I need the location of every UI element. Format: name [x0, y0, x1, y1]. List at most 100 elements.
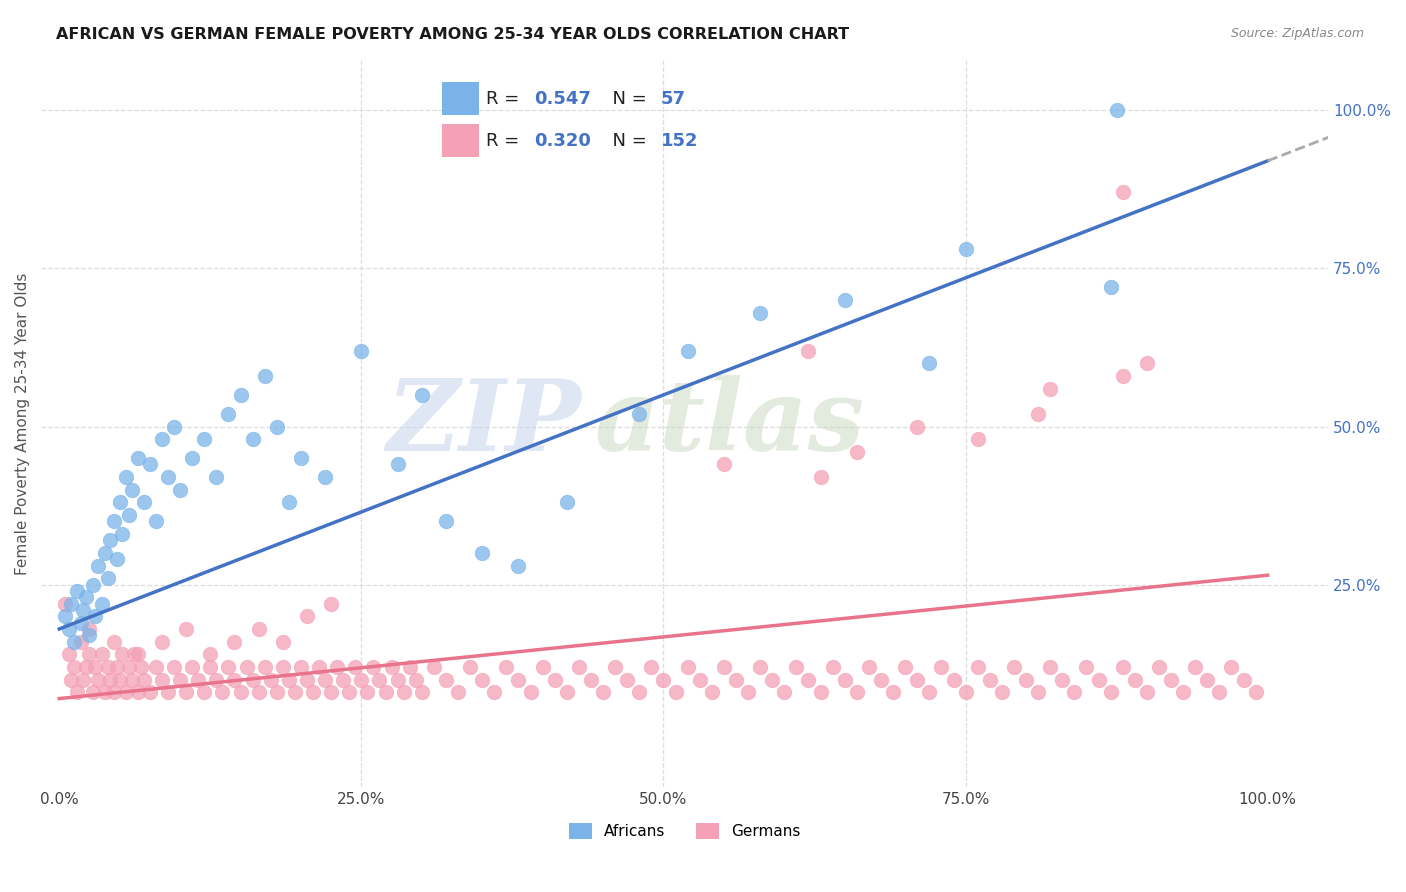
Text: atlas: atlas [595, 376, 865, 472]
Point [628, 407, 651, 421]
Point [689, 673, 711, 687]
Point [181, 451, 204, 466]
Point [749, 660, 772, 674]
Point [387, 458, 409, 472]
Point [75, 660, 97, 674]
Point [90, 597, 112, 611]
Point [332, 673, 354, 687]
Point [555, 685, 578, 699]
Point [411, 388, 433, 402]
Point [200, 660, 222, 674]
Point [229, 685, 252, 699]
Point [1136, 685, 1159, 699]
Point [508, 673, 530, 687]
Point [72, 673, 94, 687]
Point [98, 673, 121, 687]
Point [724, 673, 747, 687]
Point [242, 432, 264, 446]
Point [918, 685, 941, 699]
Point [150, 673, 173, 687]
Point [84, 660, 107, 674]
Point [139, 458, 162, 472]
Point [53, 597, 76, 611]
Point [326, 660, 349, 674]
Point [508, 558, 530, 573]
Point [905, 419, 928, 434]
Point [1015, 673, 1038, 687]
Point [1063, 685, 1085, 699]
Point [121, 673, 143, 687]
Point [94, 685, 117, 699]
Point [169, 483, 191, 497]
Point [103, 515, 125, 529]
Point [277, 673, 299, 687]
Point [531, 660, 554, 674]
Point [676, 343, 699, 358]
Point [942, 673, 965, 687]
Point [235, 660, 257, 674]
Point [224, 634, 246, 648]
Point [1026, 407, 1049, 421]
Point [103, 685, 125, 699]
Point [966, 432, 988, 446]
Point [1136, 356, 1159, 370]
Point [605, 660, 627, 674]
Point [260, 673, 283, 687]
Point [664, 685, 686, 699]
Point [66, 685, 89, 699]
Point [966, 660, 988, 674]
Point [374, 685, 396, 699]
Point [471, 546, 494, 560]
Point [277, 495, 299, 509]
Point [118, 660, 141, 674]
Point [314, 673, 336, 687]
Point [62, 660, 84, 674]
Point [247, 622, 270, 636]
Point [411, 685, 433, 699]
Point [1099, 280, 1122, 294]
Point [1123, 673, 1146, 687]
Point [132, 495, 155, 509]
Point [94, 546, 117, 560]
Point [845, 685, 868, 699]
Point [253, 660, 276, 674]
Point [98, 533, 121, 548]
Point [58, 622, 80, 636]
Point [271, 634, 294, 648]
Point [229, 388, 252, 402]
Point [392, 685, 415, 699]
Text: ZIP: ZIP [387, 376, 582, 472]
Point [87, 673, 110, 687]
Point [773, 685, 796, 699]
Point [114, 685, 136, 699]
Point [350, 343, 373, 358]
Point [1039, 660, 1062, 674]
Point [224, 673, 246, 687]
Point [181, 660, 204, 674]
Point [810, 470, 832, 484]
Text: Source: ZipAtlas.com: Source: ZipAtlas.com [1230, 27, 1364, 40]
Point [368, 673, 391, 687]
Point [253, 368, 276, 383]
Point [156, 470, 179, 484]
Point [60, 597, 83, 611]
Point [761, 673, 783, 687]
Point [713, 458, 735, 472]
Point [484, 685, 506, 699]
Point [105, 552, 128, 566]
Point [79, 622, 101, 636]
Point [321, 597, 343, 611]
Point [955, 243, 977, 257]
Point [163, 660, 186, 674]
Point [858, 660, 880, 674]
Point [217, 407, 239, 421]
Point [127, 451, 149, 466]
Point [70, 615, 93, 630]
Point [266, 685, 288, 699]
Point [87, 558, 110, 573]
Point [139, 685, 162, 699]
Point [105, 660, 128, 674]
Point [271, 660, 294, 674]
Point [321, 685, 343, 699]
Point [363, 660, 385, 674]
